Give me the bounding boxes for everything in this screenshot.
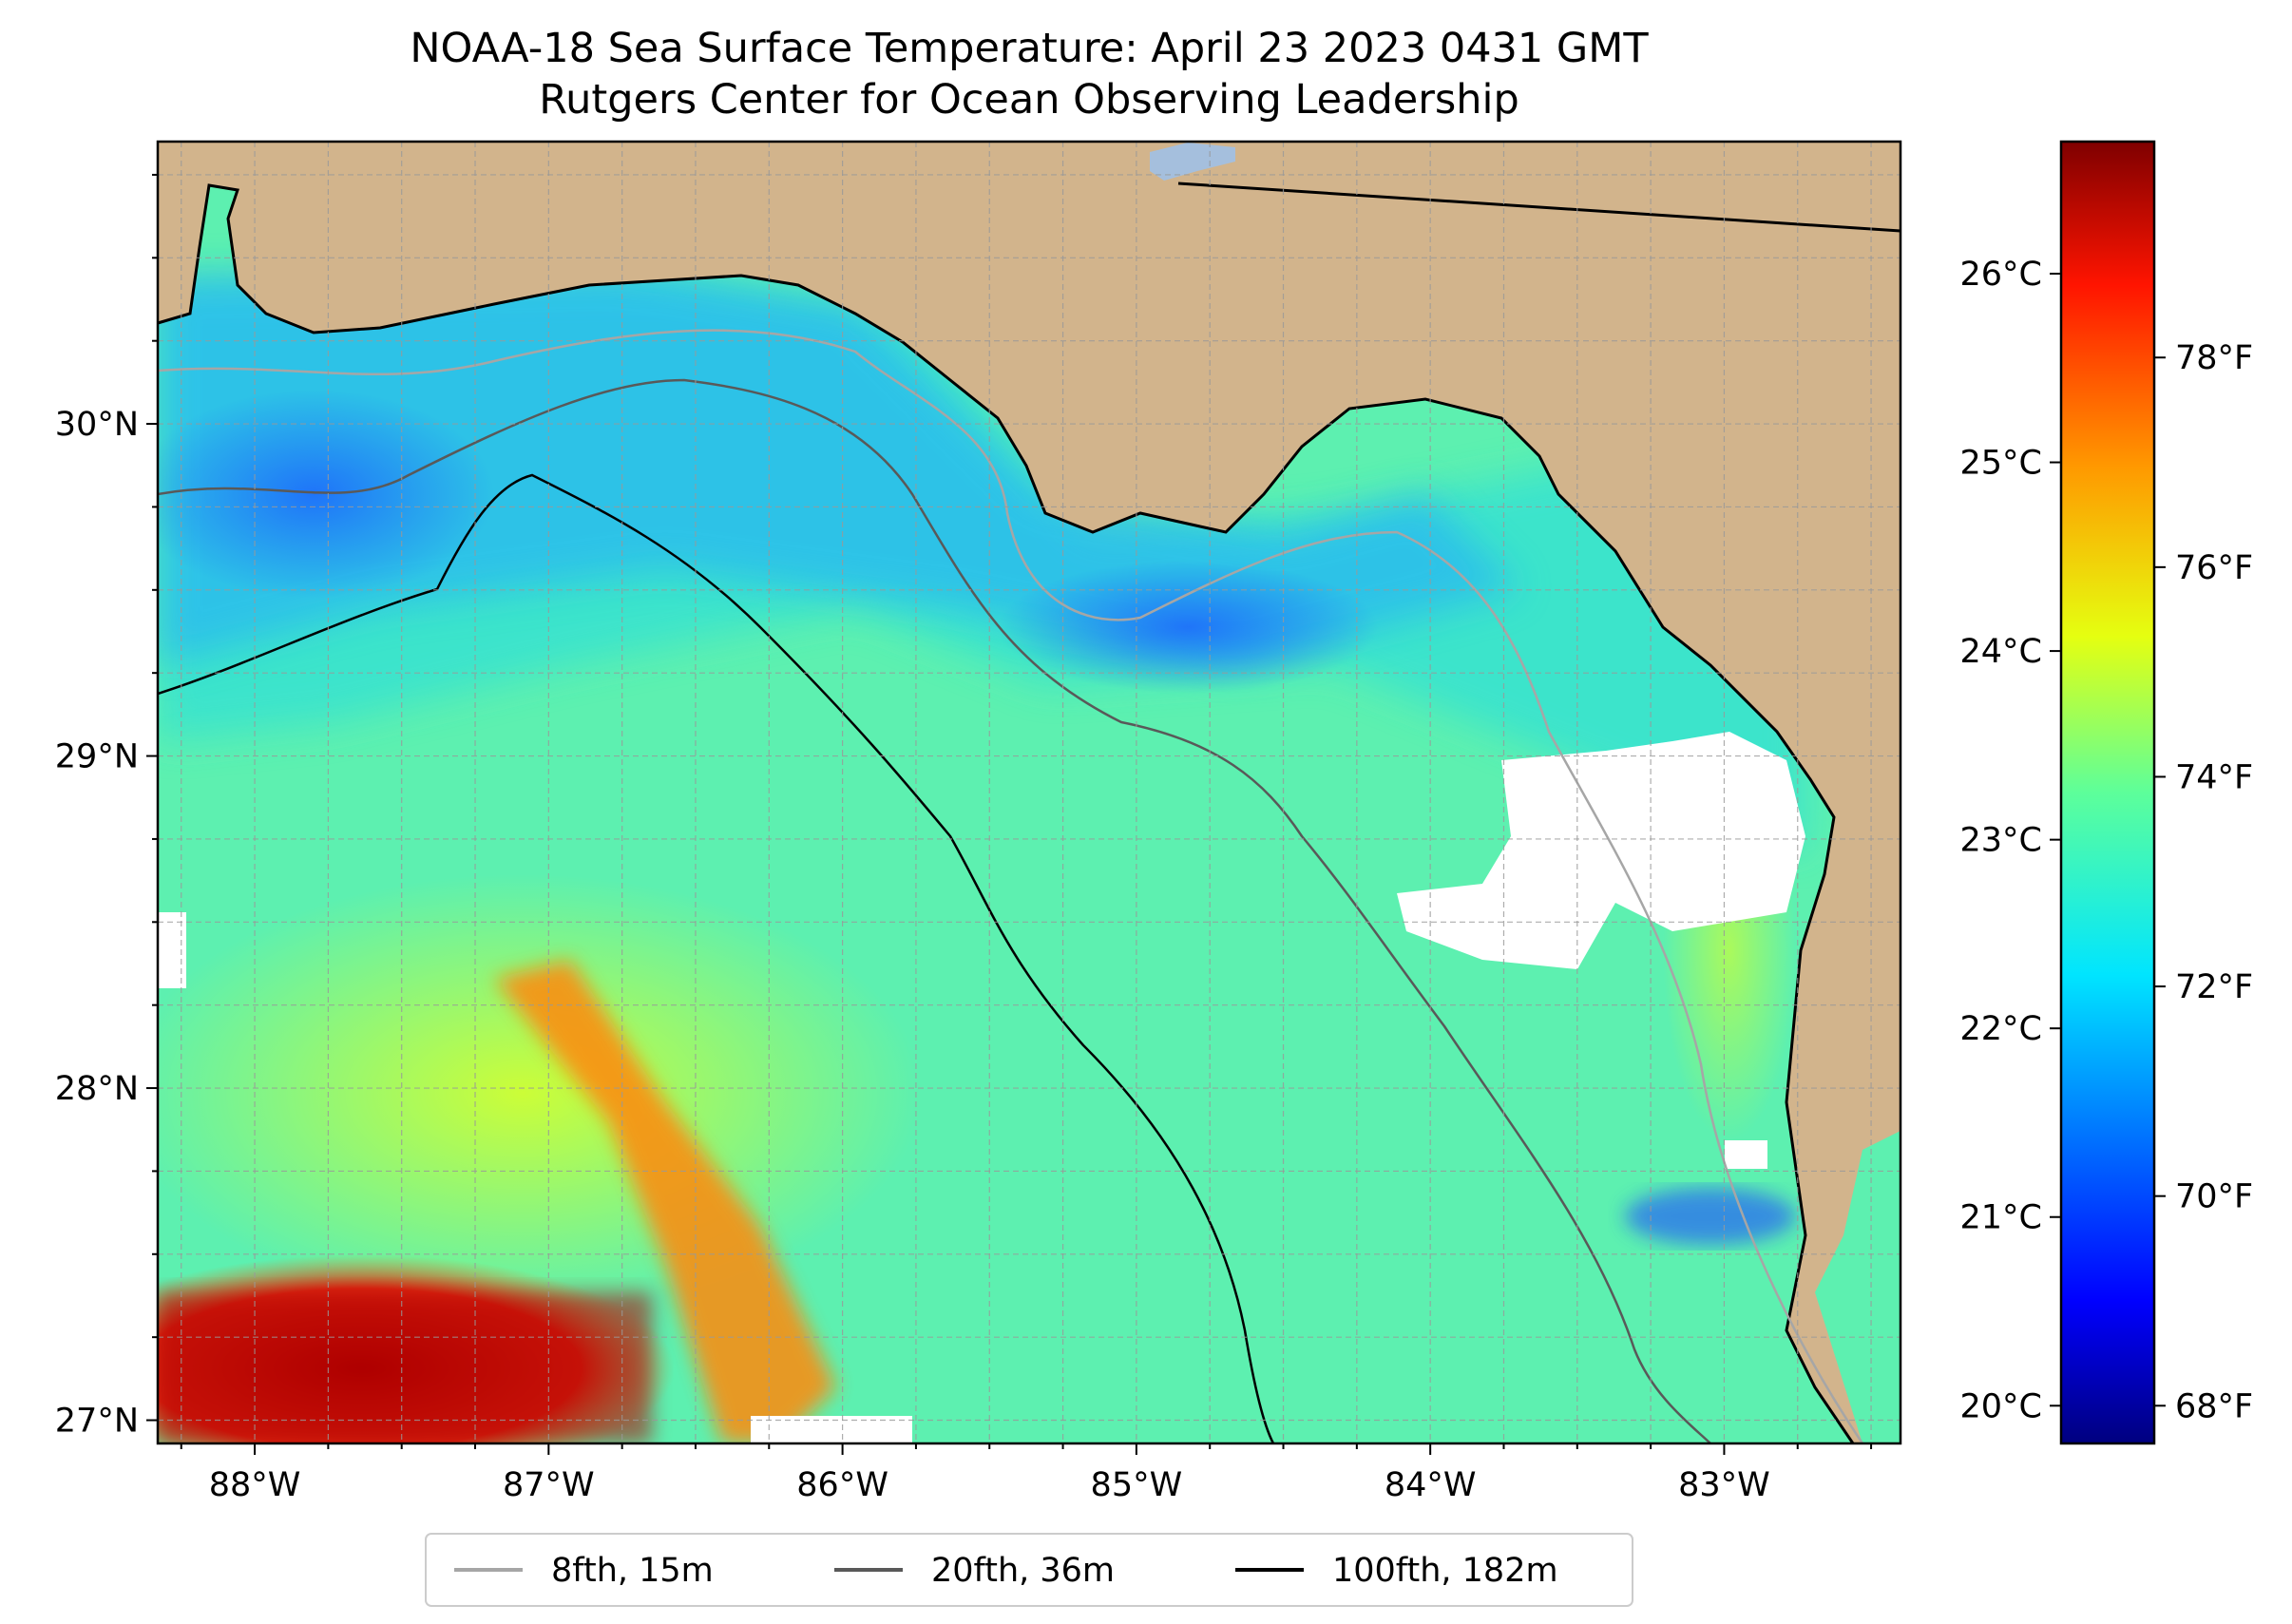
fahrenheit-tick-label: 68°F (2175, 1387, 2253, 1425)
lat-axis: 30°N 29°N 28°N 27°N (55, 173, 158, 1441)
cloud-mask-bottom (751, 1416, 912, 1443)
lon-axis: 88°W 87°W 86°W 85°W 84°W 83°W (180, 1443, 1873, 1504)
lon-tick-label: 87°W (503, 1466, 595, 1504)
colorbar-celsius-axis: 20°C 21°C 22°C 23°C 24°C 25°C 26°C (1960, 256, 2061, 1425)
cloud-mask-east (1397, 732, 1805, 969)
celsius-tick-label: 20°C (1960, 1387, 2042, 1425)
sst-warm-patch (158, 874, 922, 1311)
legend-label: 8fth, 15m (551, 1552, 714, 1590)
celsius-tick-label: 26°C (1960, 256, 2042, 294)
colorbar-fahrenheit-axis: 68°F 70°F 72°F 74°F 76°F 78°F (2154, 339, 2253, 1425)
cloud-mask-west (158, 912, 186, 988)
lat-tick-label: 30°N (55, 406, 139, 444)
isobath-15m (158, 329, 1864, 1443)
lat-tick-label: 27°N (55, 1403, 139, 1441)
sst-cold-patch-south (1625, 1188, 1796, 1245)
fahrenheit-tick-label: 72°F (2175, 968, 2253, 1006)
lon-tick-label: 86°W (796, 1466, 888, 1504)
fahrenheit-tick-label: 74°F (2175, 758, 2253, 796)
sst-cold-patch-west (158, 390, 494, 599)
coastline (158, 183, 1855, 1443)
land-mass (158, 142, 1900, 1443)
celsius-tick-label: 24°C (1960, 633, 2042, 671)
sst-cold-patch-central (998, 561, 1378, 694)
gridlines (158, 142, 1900, 1443)
celsius-tick-label: 23°C (1960, 822, 2042, 860)
celsius-tick-label: 21°C (1960, 1199, 2042, 1237)
state-border (1177, 182, 1900, 233)
lat-tick-label: 28°N (55, 1070, 139, 1108)
map-title: NOAA-18 Sea Surface Temperature: April 2… (410, 25, 1649, 72)
celsius-tick-label: 25°C (1960, 445, 2042, 483)
sst-hot-edge (158, 1292, 652, 1443)
sst-field (158, 142, 1900, 1443)
legend-box (425, 1533, 1633, 1607)
sst-warm-filament (494, 960, 836, 1443)
legend-label: 100fth, 182m (1332, 1552, 1558, 1590)
map-subtitle: Rutgers Center for Ocean Observing Leade… (539, 76, 1519, 124)
fahrenheit-tick-label: 70°F (2175, 1178, 2253, 1216)
isobath-182m (158, 473, 1275, 1443)
fahrenheit-tick-label: 78°F (2175, 339, 2253, 377)
legend-label: 20fth, 36m (931, 1552, 1115, 1590)
lat-tick-label: 29°N (55, 738, 139, 776)
inland-lake (1150, 143, 1235, 181)
map-frame (156, 140, 1902, 1445)
celsius-tick-label: 22°C (1960, 1010, 2042, 1048)
legend: 8fth, 15m 20fth, 36m 100fth, 182m (425, 1533, 1633, 1607)
cloud-mask-south (1725, 1140, 1767, 1169)
lon-tick-label: 83°W (1678, 1466, 1770, 1504)
colorbar (2059, 140, 2156, 1445)
lon-tick-label: 84°W (1385, 1466, 1477, 1504)
fahrenheit-tick-label: 76°F (2175, 549, 2253, 587)
isobath-36m (158, 378, 1711, 1443)
lon-tick-label: 88°W (209, 1466, 301, 1504)
lon-tick-label: 85°W (1091, 1466, 1183, 1504)
